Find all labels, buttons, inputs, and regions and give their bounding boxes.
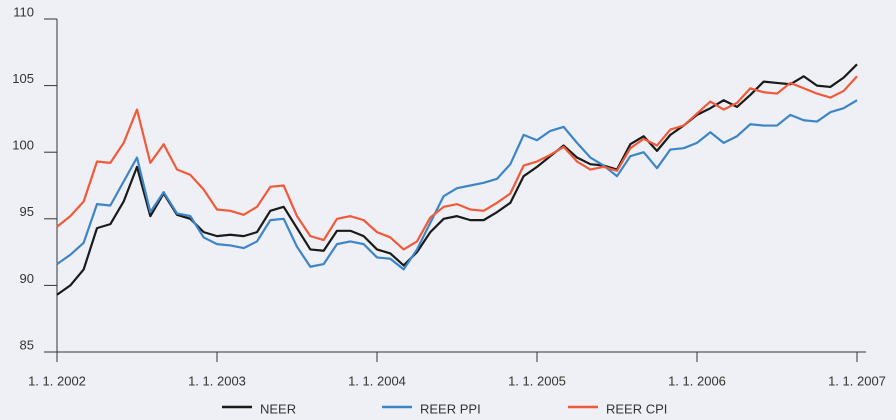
series-line	[56, 75, 858, 251]
legend-label: NEER	[260, 401, 296, 416]
legend-label: REER CPI	[606, 401, 667, 416]
x-tick-label: 1. 1. 2004	[348, 373, 406, 388]
y-tick-label: 100	[12, 138, 34, 153]
x-tick-label: 1. 1. 2007	[828, 373, 886, 388]
series-line	[56, 99, 858, 271]
x-tick-label: 1. 1. 2005	[508, 373, 566, 388]
legend-label: REER PPI	[420, 401, 481, 416]
x-tick-label: 1. 1. 2002	[28, 373, 86, 388]
x-tick-label: 1. 1. 2006	[668, 373, 726, 388]
y-tick-label: 105	[12, 71, 34, 86]
x-tick-label: 1. 1. 2003	[188, 373, 246, 388]
y-tick-label: 90	[20, 271, 34, 286]
y-tick-label: 110	[13, 4, 34, 19]
y-tick-label: 85	[20, 337, 34, 352]
y-tick-label: 95	[20, 204, 34, 219]
series-line	[56, 63, 858, 296]
